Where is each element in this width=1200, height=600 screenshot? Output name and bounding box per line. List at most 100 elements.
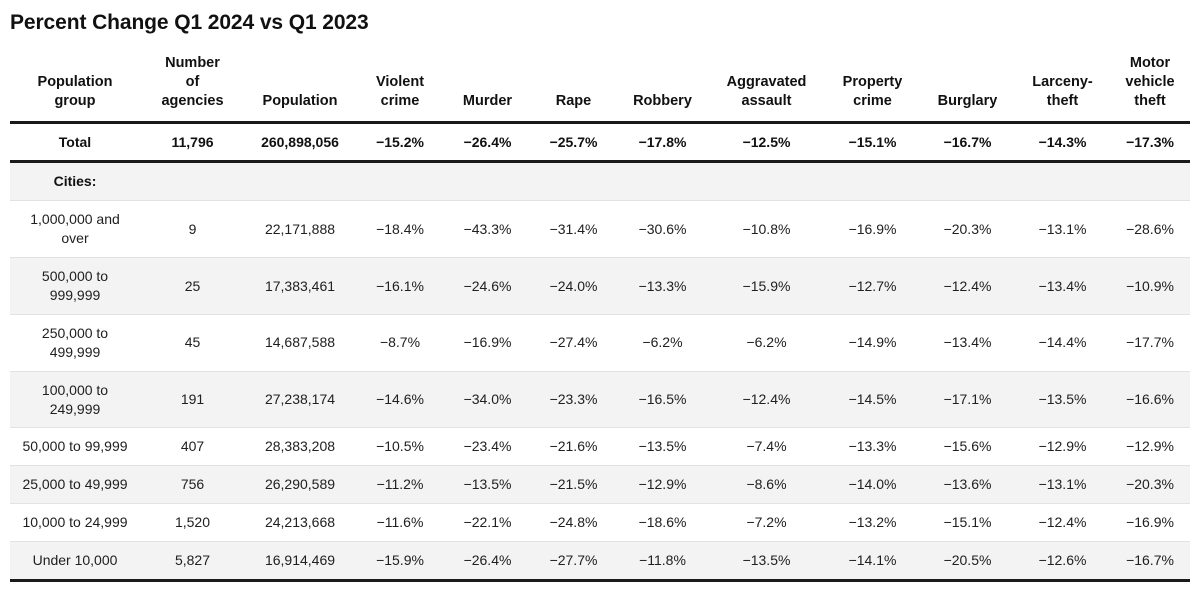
table-cell: −16.9% [848,220,897,237]
column-header: Motor vehicle theft [1125,55,1175,109]
table-cell: −17.3% [1126,133,1174,150]
table-cell: −20.3% [943,220,992,237]
table-cell: −16.7% [1126,552,1174,569]
section-label: Cities: [53,173,97,190]
table-cell: −20.5% [943,552,992,569]
table-row: 50,000 to 99,999 407 28,383,208 −10.5% −23.4… [10,428,1190,466]
table-cell: −21.6% [549,438,598,455]
table-cell: −24.0% [549,277,598,294]
column-header: Murder [462,92,513,109]
table-cell: −13.5% [1038,391,1087,408]
crime-percent-change-table: Population group Number of agencies Popula… [10,50,1190,582]
table-cell: −26.4% [463,552,512,569]
table-cell: −28.6% [1126,220,1174,237]
table-cell: −13.5% [463,476,512,493]
table-cell: 22,171,888 [264,220,336,237]
table-cell: 27,238,174 [264,391,336,408]
table-cell: −20.3% [1126,476,1174,493]
row-label: 250,000 to 499,999 [41,324,109,360]
table-cell: 24,213,668 [264,514,336,531]
table-cell: −15.1% [943,514,992,531]
table-cell: −6.2% [642,334,683,351]
table-cell: −7.4% [746,438,787,455]
table-cell: 14,687,588 [264,334,336,351]
row-label: 1,000,000 and over [30,211,120,247]
column-header: Population group [37,73,113,109]
table-cell: −14.5% [848,391,897,408]
table-cell: −13.6% [943,476,992,493]
table-cell: −13.4% [1038,277,1087,294]
table-cell: −18.4% [376,220,424,237]
table-cell: −27.4% [549,334,598,351]
table-cell: −16.5% [638,391,687,408]
table-row: Under 10,000 5,827 16,914,469 −15.9% −26.4% −… [10,541,1190,581]
table-cell: −12.5% [742,133,791,150]
table-cell: −14.6% [376,391,424,408]
table-cell: −12.9% [1038,438,1087,455]
table-cell: −17.1% [943,391,992,408]
column-header: Property crime [842,73,903,109]
table-cell: −13.3% [638,277,687,294]
table-cell: 407 [180,438,205,455]
column-header: Robbery [633,92,692,109]
table-cell: −24.6% [463,277,512,294]
table-cell: −14.4% [1038,334,1087,351]
table-cell: −12.4% [1038,514,1087,531]
table-cell [825,162,920,201]
table-cell: −17.7% [1126,334,1174,351]
table-cell: −31.4% [549,220,598,237]
table-cell: −12.4% [943,277,992,294]
table-row: 250,000 to 499,999 45 14,687,588 −8.7% −16.9… [10,314,1190,372]
table-cell: −34.0% [463,391,512,408]
table-cell [245,162,355,201]
section-row-cities: Cities: [10,161,1190,201]
column-header: Population [262,92,338,109]
table-cell: −14.9% [848,334,897,351]
table-cell: −11.6% [376,514,424,531]
table-cell: −13.1% [1038,476,1087,493]
table-row: 100,000 to 249,999 191 27,238,174 −14.6% −34… [10,371,1190,428]
table-cell: −15.2% [376,133,424,150]
table-cell: −18.6% [638,514,687,531]
column-header: Larceny- theft [1032,73,1093,109]
row-label: 25,000 to 49,999 [22,476,128,493]
table-cell [445,162,530,201]
column-header: Rape [555,92,592,109]
table-row: 500,000 to 999,999 25 17,383,461 −16.1% −24.… [10,257,1190,315]
table-cell: −12.9% [1126,438,1174,455]
table-cell: −16.7% [943,133,992,150]
table-cell: 11,796 [171,133,214,150]
table-cell: 191 [180,391,205,408]
table-cell: −12.6% [1038,552,1087,569]
table-cell: −23.4% [463,438,512,455]
table-cell: −13.4% [943,334,992,351]
table-cell: −16.6% [1126,391,1174,408]
table-cell: −15.1% [848,133,897,150]
table-cell: Total [58,133,92,150]
table-cell: −17.8% [638,133,687,150]
table-cell [140,162,245,201]
table-cell: −14.3% [1038,133,1087,150]
table-cell: −8.7% [379,334,421,351]
row-label: 500,000 to 999,999 [41,268,109,303]
column-header: Aggravated assault [726,73,807,109]
table-cell: −15.9% [742,277,791,294]
table-cell: −12.7% [848,277,897,294]
table-row: 10,000 to 24,999 1,520 24,213,668 −11.6% −22… [10,504,1190,542]
table-row: 1,000,000 and over 9 22,171,888 −18.4% −43.3… [10,201,1190,258]
table-cell: −13.5% [638,438,687,455]
table-cell: −16.9% [463,334,512,351]
table-cell: 756 [180,476,205,493]
table-cell: −13.1% [1038,220,1087,237]
row-label: Under 10,000 [32,552,118,569]
table-cell [1110,162,1190,201]
table-cell [708,162,825,201]
column-header: Burglary [937,92,998,109]
table-cell [355,162,445,201]
table-cell: −30.6% [638,220,687,237]
table-row: 25,000 to 49,999 756 26,290,589 −11.2% −13.5… [10,465,1190,504]
table-cell: 1,520 [174,514,211,531]
table-cell: −15.6% [943,438,992,455]
table-cell: −14.1% [848,552,897,569]
table-cell: −27.7% [549,552,598,569]
